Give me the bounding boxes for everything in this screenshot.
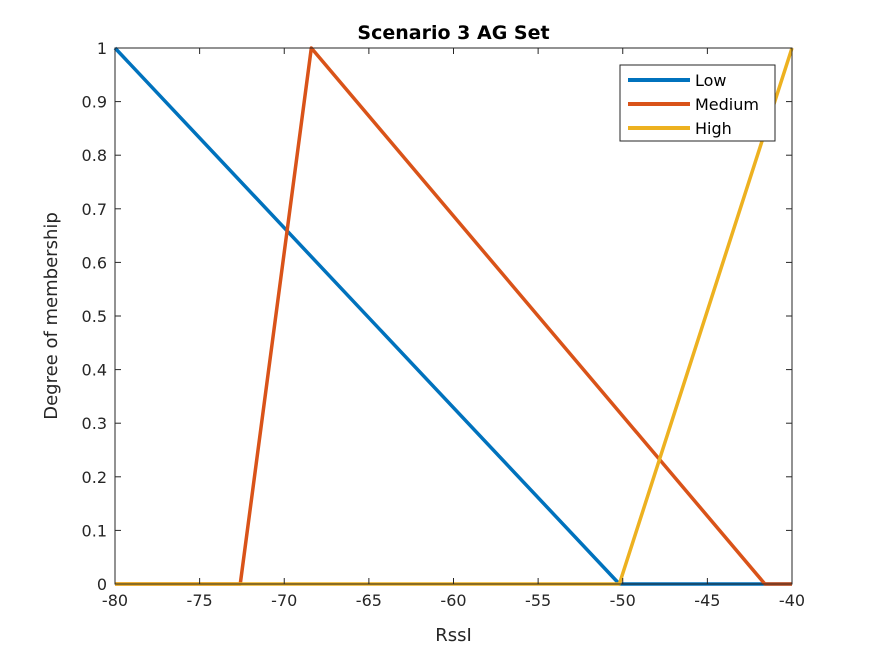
y-tick-label: 0.2	[82, 468, 107, 487]
x-axis-label: RssI	[435, 625, 472, 646]
y-tick-label: 0.5	[82, 307, 107, 326]
y-tick-label: 0.1	[82, 521, 107, 540]
x-tick-label: -55	[525, 591, 551, 610]
y-tick-label: 0.4	[82, 361, 107, 380]
ticks-layer: -80 -75 -70 -65 -60 -55 -50 -45 -40 0 0.1 0.2 0.3 0.4…	[82, 39, 806, 610]
x-tick-label: -60	[440, 591, 466, 610]
y-tick-label: 1	[97, 39, 107, 58]
x-tick-label: -65	[356, 591, 382, 610]
y-tick-label: 0	[97, 575, 107, 594]
y-tick-label: 0.6	[82, 253, 107, 272]
legend-label-high: High	[695, 119, 732, 138]
legend: Low Medium High	[619, 64, 776, 142]
y-tick-label: 0.9	[82, 93, 107, 112]
y-tick-label: 0.3	[82, 414, 107, 433]
x-tick-label: -75	[187, 591, 213, 610]
y-axis-label: Degree of membership	[41, 212, 62, 420]
y-tick-label: 0.7	[82, 200, 107, 219]
x-tick-label: -80	[102, 591, 128, 610]
x-tick-label: -45	[694, 591, 720, 610]
x-tick-label: -40	[779, 591, 805, 610]
x-tick-label: -70	[271, 591, 297, 610]
x-tick-label: -50	[610, 591, 636, 610]
chart-title: Scenario 3 AG Set	[357, 22, 549, 44]
legend-label-medium: Medium	[695, 95, 759, 114]
legend-label-low: Low	[695, 71, 727, 90]
y-tick-label: 0.8	[82, 146, 107, 165]
